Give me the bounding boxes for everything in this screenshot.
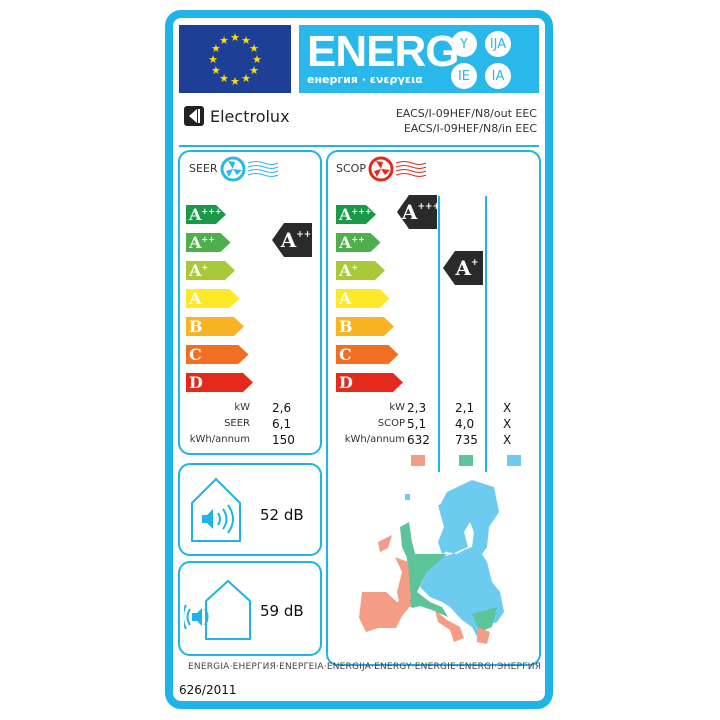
heating-value: X (503, 417, 512, 431)
footer-languages: ENERGIA·ЕНЕРГИЯ·ΕΝΕΡΓΕΙΑ·ENERGIJA·ENERGY… (188, 662, 542, 672)
map-zone-warm-france (395, 557, 411, 602)
eu-star-icon: ★ (208, 53, 218, 66)
heating-value: 632 (407, 433, 430, 447)
scop-rating-average: A +++ (397, 195, 437, 229)
eu-star-icon: ★ (252, 53, 262, 66)
column-divider (485, 196, 487, 472)
map-zone-warm-italy (435, 610, 464, 642)
outdoor-noise-value: 59 dB (260, 602, 304, 620)
map-zone-warm-iberia (359, 592, 412, 632)
suffix-y: Y (451, 31, 477, 57)
energy-class-bar: A (336, 289, 390, 308)
eu-star-icon: ★ (241, 72, 251, 85)
energy-class-bar: A ++ (336, 233, 381, 252)
energy-class-bar: A ++ (186, 233, 231, 252)
cooling-row-label: kW (234, 402, 250, 413)
eu-star-icon: ★ (230, 31, 240, 44)
divider (179, 145, 539, 147)
energy-class-bar: B (336, 317, 394, 336)
map-zone-average-se (472, 607, 497, 632)
map-zone-cold (420, 480, 504, 642)
suffix-ija: IJA (485, 31, 511, 57)
energy-class-bar: D (186, 373, 253, 392)
model-indoor: EACS/I-09HEF/N8/in EEC (403, 122, 537, 135)
model-outdoor: EACS/I-09HEF/N8/out EEC (395, 107, 537, 120)
heating-value: X (503, 433, 512, 447)
eu-flag: ★ ★ ★ ★ ★ ★ ★ ★ ★ ★ ★ ★ (179, 25, 291, 93)
seer-rating-indicator: A ++ (272, 223, 312, 257)
brand: Electrolux (184, 106, 290, 126)
energy-class-bar: A +++ (186, 205, 226, 224)
heating-value: 5,1 (407, 417, 427, 431)
heating-panel: SCOP A +++ A ++ A + A B C D A +++ A + kW SCOP kWh/ann… (326, 150, 541, 666)
energy-class-bar: A + (186, 261, 235, 280)
energy-class-bar: D (336, 373, 403, 392)
europe-climate-map (359, 480, 504, 644)
energy-header: ENERG енергия · ενεργεια Y IJA IE IA (299, 25, 539, 93)
seer-label: SEER (189, 162, 218, 175)
scop-rating-warmer: A + (443, 251, 483, 285)
heating-value: X (503, 401, 512, 415)
eu-star-icon: ★ (241, 34, 251, 47)
eu-star-icon: ★ (219, 34, 229, 47)
heating-row-label: kWh/annum (344, 434, 405, 445)
eu-star-icon: ★ (219, 72, 229, 85)
heating-value: 2,3 (407, 401, 427, 415)
cooling-row-value: 6,1 (272, 417, 292, 431)
energy-class-bar: B (186, 317, 244, 336)
energy-subtitle: енергия · ενεργεια (307, 73, 423, 86)
indoor-noise-panel: 52 dB (178, 463, 322, 556)
map-zone-average-uk (400, 522, 416, 560)
cooling-row-label: SEER (224, 418, 250, 429)
suffix-ia: IA (485, 63, 511, 89)
fan-heating-icon (368, 156, 427, 182)
eu-star-icon: ★ (230, 75, 240, 88)
cooling-row-value: 2,6 (272, 401, 292, 415)
column-divider (438, 196, 440, 472)
climate-zone-swatch (411, 455, 425, 466)
climate-zone-swatch (459, 455, 473, 466)
heating-value: 2,1 (455, 401, 475, 415)
heating-row-label: kW (389, 402, 405, 413)
scop-label: SCOP (336, 162, 366, 175)
heating-value: 735 (455, 433, 478, 447)
energy-title: ENERG (307, 27, 459, 76)
eu-star-icon: ★ (211, 64, 221, 77)
energy-class-bar: A + (336, 261, 385, 280)
outdoor-noise-panel: 59 dB (178, 561, 322, 656)
brand-name: Electrolux (210, 106, 290, 126)
suffix-ie: IE (451, 63, 477, 89)
electrolux-logo-icon (184, 106, 204, 126)
energy-class-bar: A (186, 289, 240, 308)
eu-stars-icon: ★ ★★★★★★★★★★★ (208, 31, 262, 88)
map-zone-cold-scandinavia (438, 502, 462, 554)
outdoor-unit-sound-icon (184, 579, 251, 640)
cooling-row-value: 150 (272, 433, 295, 447)
energy-class-bar: A +++ (336, 205, 376, 224)
fan-cooling-icon (220, 156, 279, 182)
heating-row-label: SCOP (377, 418, 405, 429)
energy-class-bar: C (336, 345, 399, 364)
model-numbers: EACS/I-09HEF/N8/out EEC EACS/I-09HEF/N8/… (396, 106, 537, 136)
eu-star-icon: ★ (211, 42, 221, 55)
map-zone-warm-greece (477, 627, 490, 644)
eu-star-icon: ★ (249, 64, 259, 77)
heating-value: 4,0 (455, 417, 475, 431)
eu-star-icon: ★ (249, 42, 259, 55)
map-zone-warm-ireland (378, 535, 392, 552)
label-frame (165, 10, 553, 709)
indoor-unit-sound-icon (191, 477, 241, 542)
indoor-noise-value: 52 dB (260, 506, 304, 524)
energy-class-bar: C (186, 345, 249, 364)
regulation-number: 626/2011 (179, 683, 237, 697)
climate-zone-swatch (507, 455, 521, 466)
map-zone-average (402, 554, 448, 617)
cooling-row-label: kWh/annum (189, 434, 250, 445)
cooling-panel: SEER A +++ A ++ A + A B C D A ++ kW 2,6 SEER 6,1 kWh/a… (178, 150, 322, 455)
